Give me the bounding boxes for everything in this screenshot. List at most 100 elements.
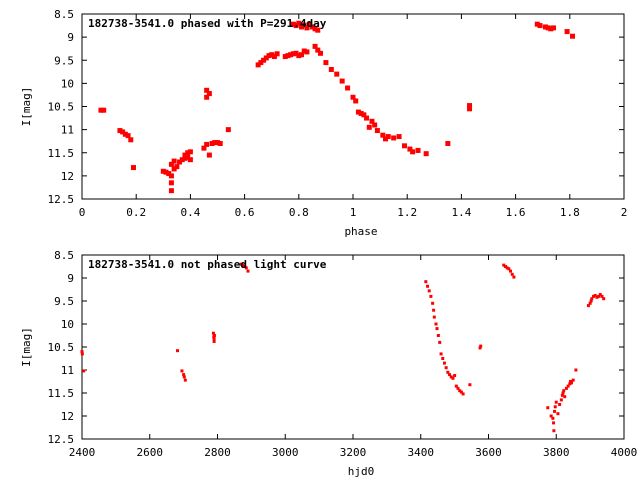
data-point — [589, 299, 593, 303]
data-point — [449, 375, 453, 379]
data-point — [101, 107, 107, 113]
data-point — [261, 57, 267, 63]
data-point — [595, 295, 599, 299]
data-point — [553, 409, 557, 413]
data-point — [423, 151, 429, 157]
data-point — [255, 62, 261, 68]
data-point — [182, 152, 188, 158]
data-point — [598, 293, 602, 297]
data-point — [225, 127, 231, 133]
data-point — [478, 346, 482, 350]
x-tick-label: 1.8 — [560, 206, 580, 219]
panel-title: 182738-3541.0 phased with P=291.4day — [88, 17, 327, 30]
y-tick-label: 9.5 — [54, 54, 74, 67]
data-point — [211, 331, 215, 335]
data-point — [212, 339, 216, 343]
data-point — [201, 145, 207, 151]
data-point — [293, 23, 299, 29]
data-point — [560, 393, 564, 397]
data-point — [435, 327, 439, 331]
data-point — [558, 403, 562, 406]
data-point — [288, 52, 294, 58]
data-point — [546, 406, 550, 410]
x-tick-label: 3400 — [408, 446, 435, 459]
data-point — [602, 297, 606, 301]
data-point — [301, 48, 307, 54]
data-point — [353, 98, 359, 104]
data-point — [590, 297, 594, 301]
data-point — [296, 20, 302, 26]
data-point — [301, 22, 307, 28]
data-point — [269, 52, 275, 58]
data-point — [355, 109, 361, 115]
data-point — [431, 301, 435, 305]
data-point — [554, 400, 558, 404]
data-point — [263, 55, 269, 61]
data-point — [509, 269, 513, 273]
y-tick-label: 12.5 — [48, 193, 75, 206]
x-tick-label: 1.2 — [397, 206, 417, 219]
data-point — [467, 103, 473, 109]
data-point — [125, 133, 131, 139]
y-tick-label: 11 — [61, 124, 74, 137]
data-point — [427, 289, 431, 293]
data-point — [304, 49, 310, 55]
data-point — [454, 384, 458, 388]
data-point — [315, 47, 321, 53]
data-point — [374, 128, 380, 134]
y-tick-label: 10 — [61, 318, 74, 331]
data-point — [459, 390, 463, 394]
data-point — [566, 384, 570, 388]
data-point — [369, 118, 375, 124]
data-point — [282, 54, 288, 60]
plot-frame — [81, 254, 625, 440]
data-point — [561, 391, 565, 395]
data-point — [309, 24, 315, 30]
data-point — [562, 389, 566, 393]
y-tick-label: 8.5 — [54, 249, 74, 262]
x-axis-title: phase — [344, 225, 377, 238]
y-tick-label: 8.5 — [54, 8, 74, 21]
data-point — [122, 131, 128, 137]
data-point — [453, 374, 457, 378]
data-point — [569, 381, 573, 385]
x-tick-label: 3800 — [543, 446, 570, 459]
data-point — [239, 262, 243, 266]
data-point — [432, 308, 436, 312]
data-point — [380, 132, 386, 138]
y-axis-title: I[mag] — [20, 87, 33, 127]
data-point — [385, 134, 391, 140]
data-point — [432, 315, 436, 319]
data-point — [217, 141, 223, 146]
data-point — [507, 267, 511, 271]
data-point — [461, 392, 465, 396]
data-point — [206, 152, 212, 158]
data-point — [168, 173, 174, 179]
data-point — [315, 27, 321, 33]
data-point — [180, 369, 184, 373]
data-point — [212, 334, 216, 337]
data-point — [564, 29, 570, 35]
data-point — [215, 140, 220, 146]
data-point — [456, 386, 460, 390]
data-point — [438, 340, 442, 344]
data-point — [293, 50, 299, 56]
data-point — [534, 21, 540, 27]
x-tick-label: 3600 — [475, 446, 502, 459]
data-point — [317, 50, 323, 56]
data-point — [372, 122, 378, 128]
panel-title: 182738-3541.0 not phased light curve — [88, 258, 327, 271]
data-point — [396, 134, 402, 140]
data-point — [467, 106, 473, 112]
data-point — [436, 334, 440, 337]
data-point — [361, 112, 367, 118]
x-tick-label: 0.4 — [180, 206, 200, 219]
y-tick-label: 12.5 — [48, 433, 75, 446]
data-point — [593, 293, 597, 297]
y-axis-title: I[mag] — [20, 327, 33, 367]
phased-light-curve-panel: 0 0.2 0.4 0.6 0.8 1 1.2 1.4 1.6 1.8 2 8.5 9 9.5 10 10.5… — [20, 8, 627, 238]
data-point — [241, 263, 245, 267]
data-point — [168, 188, 174, 194]
data-point — [563, 395, 567, 399]
